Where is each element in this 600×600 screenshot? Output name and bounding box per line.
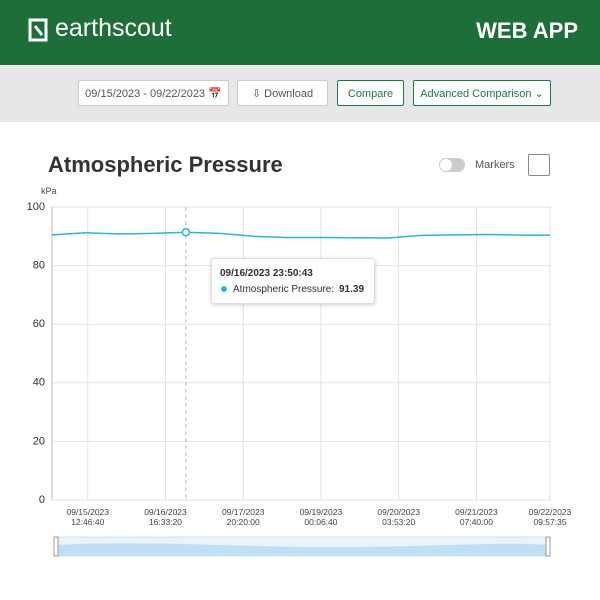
tooltip bbox=[211, 258, 375, 304]
tooltip-time: 09/16/2023 23:50:43 bbox=[220, 268, 313, 279]
navigator-area bbox=[56, 543, 550, 556]
x-tick-label: 09/16/2023 16:33:20 bbox=[144, 507, 187, 527]
y-tick-label: 80 bbox=[33, 260, 45, 272]
advanced-text: Advanced Comparison bbox=[420, 88, 532, 100]
navigator-handle[interactable] bbox=[53, 536, 59, 557]
expand-button[interactable] bbox=[528, 154, 550, 176]
line bbox=[51, 231, 550, 239]
y-tick-label: 60 bbox=[33, 318, 45, 330]
y-tick-label: 0 bbox=[39, 494, 45, 506]
x-tick-label: 09/15/2023 12:46:40 bbox=[66, 507, 110, 527]
x-tick-label: 09/20/2023 03:53:20 bbox=[377, 507, 420, 527]
y-tick-label: 40 bbox=[33, 377, 45, 389]
markers-toggle[interactable] bbox=[439, 158, 465, 172]
x-tick-label: 09/19/2023 00:06:40 bbox=[299, 507, 343, 527]
navigator-handle[interactable] bbox=[545, 536, 551, 557]
tooltip-dot bbox=[221, 286, 227, 292]
y-tick-label: 100 bbox=[27, 201, 45, 213]
markers-label: Markers bbox=[475, 159, 515, 171]
chart-title: Atmospheric Pressure bbox=[48, 152, 283, 177]
compare-button[interactable]: Compare bbox=[337, 80, 404, 106]
header: earthscout WEB APP bbox=[0, 0, 600, 65]
download-text: Download bbox=[264, 88, 314, 100]
date-range-text: 09/15/2023 - 09/22/2023 bbox=[85, 88, 206, 100]
y-tick-label: 20 bbox=[33, 435, 45, 447]
download-button[interactable]: ⇩ Download bbox=[237, 80, 328, 106]
logo-icon bbox=[28, 18, 48, 42]
x-tick-label: 09/22/2023 09:57:35 bbox=[528, 507, 572, 527]
tooltip-label: Atmospheric Pressure: bbox=[233, 284, 335, 295]
y-axis-label: kPa bbox=[41, 186, 57, 196]
tooltip-value: 91.39 bbox=[339, 284, 365, 295]
x-tick-label: 09/21/2023 07:40:00 bbox=[455, 507, 498, 527]
plot-area bbox=[51, 206, 551, 501]
hover-point bbox=[181, 227, 191, 237]
app-label: WEB APP bbox=[476, 18, 578, 43]
x-tick-label: 09/17/2023 20:20:00 bbox=[221, 507, 265, 527]
advanced-button[interactable]: Advanced Comparison ⌄ bbox=[413, 80, 551, 106]
brand[interactable]: earthscout bbox=[55, 14, 172, 42]
date-range[interactable]: 09/15/2023 - 09/22/2023 📅 bbox=[78, 80, 229, 106]
